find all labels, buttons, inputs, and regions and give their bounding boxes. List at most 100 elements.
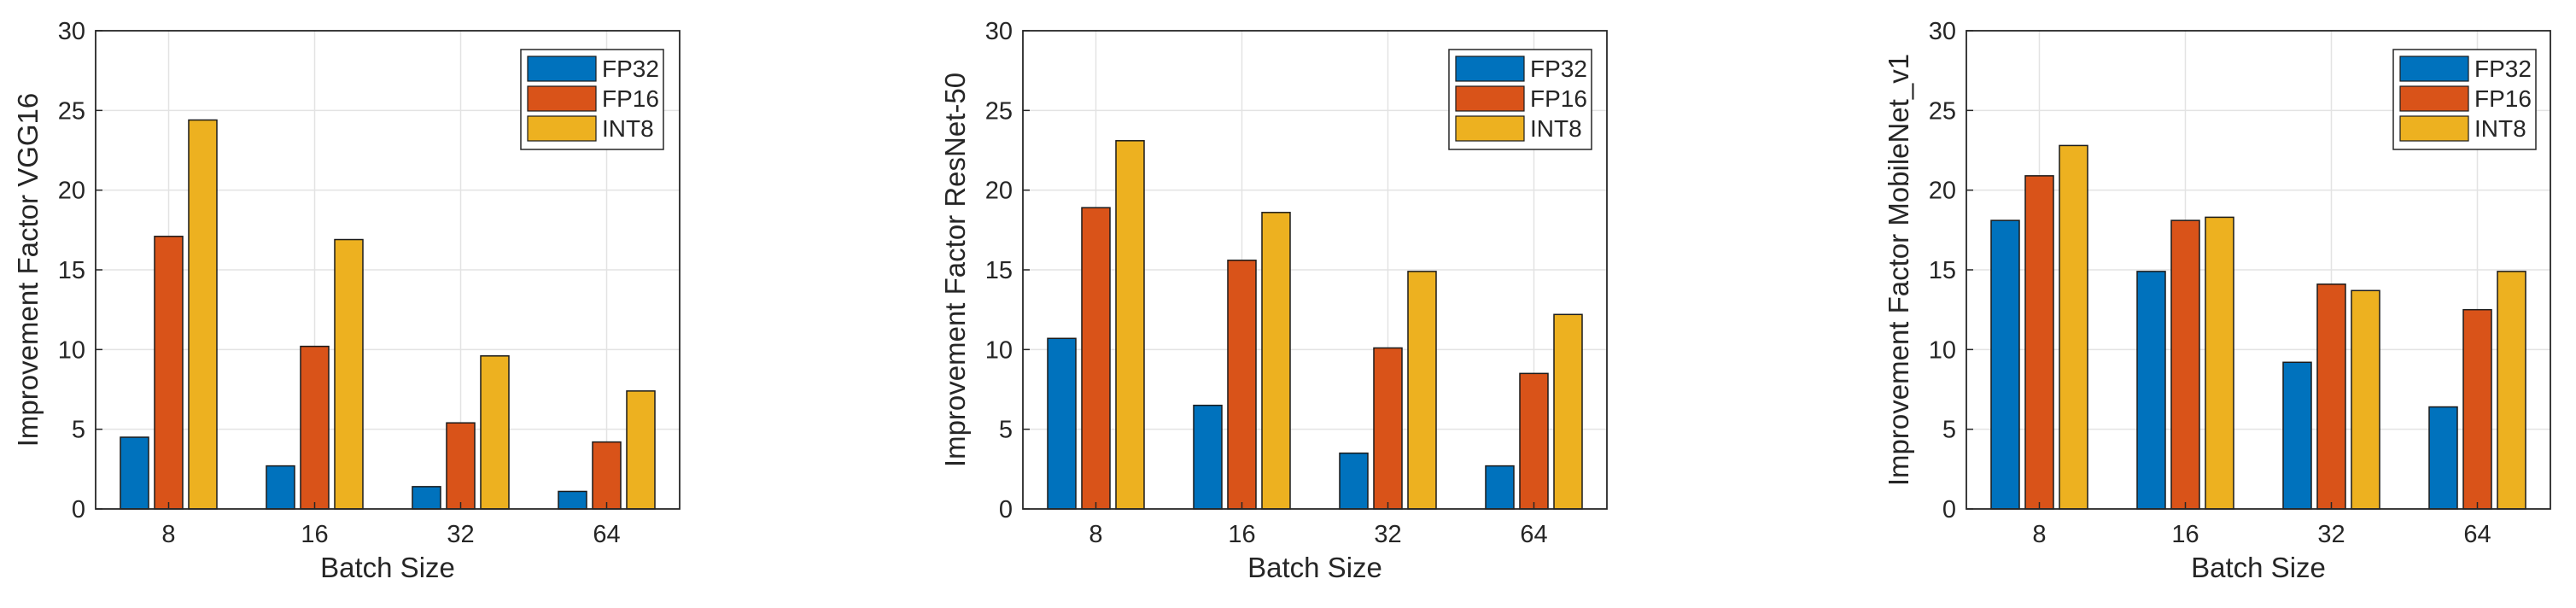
y-axis-label: Improvement Factor VGG16 [12,93,44,447]
x-tick-label: 64 [593,521,620,548]
y-tick-label: 20 [985,178,1013,205]
legend-label-fp32: FP32 [602,56,659,82]
chart-panel-1: 0 5 10 15 20 25 30 8 16 32 64 Batch Size Improvement… [12,18,681,583]
bar-fp16-64 [592,441,622,510]
bar-fp32-16 [2136,271,2166,510]
legend-label-int8: INT8 [2474,115,2526,142]
bar-int8-32 [2351,289,2380,510]
bar-fp16-32 [1373,347,1403,510]
y-axis-label: Improvement Factor MobileNet_v1 [1883,54,1914,486]
legend-label-fp16: FP16 [2474,85,2532,112]
y-tick-label: 25 [1929,97,1956,125]
x-tick-label: 64 [2463,521,2491,548]
y-tick-label: 0 [72,496,85,523]
x-tick-label: 16 [2171,521,2199,548]
y-tick-label: 15 [58,257,85,284]
legend: FP32 FP16 INT8 [2392,49,2537,150]
y-tick-label: 0 [999,496,1013,523]
legend-label-fp32: FP32 [2474,56,2532,82]
chart-panel-3: 0 5 10 15 20 25 30 8 16 32 64 Batch Size Improvement… [1883,18,2551,583]
x-axis-label: Batch Size [320,552,455,583]
bar-fp32-64 [1485,465,1515,510]
y-tick-label: 10 [1929,336,1956,364]
bar-fp32-16 [1193,404,1223,510]
y-tick-label: 20 [1929,178,1956,205]
x-tick-label: 32 [2317,521,2345,548]
bar-fp32-8 [1990,219,2020,510]
legend: FP32 FP16 INT8 [520,49,664,150]
x-axis-label: Batch Size [1247,552,1382,583]
legend-swatch-fp32 [1455,56,1525,82]
bar-fp16-64 [1519,372,1549,510]
x-tick-label: 8 [161,521,175,548]
y-tick-label: 30 [1929,18,1956,45]
bar-int8-16 [2205,216,2234,510]
legend: FP32 FP16 INT8 [1448,49,1592,150]
bar-int8-8 [188,119,218,510]
legend-swatch-fp32 [2399,56,2469,82]
bar-int8-32 [480,355,510,510]
x-tick-label: 8 [1089,521,1102,548]
legend-label-int8: INT8 [1530,115,1582,142]
bar-fp32-64 [558,490,587,510]
y-tick-label: 30 [985,18,1013,45]
y-tick-label: 5 [72,417,85,444]
bar-fp32-16 [266,465,295,510]
bar-int8-8 [1115,140,1145,510]
legend-label-int8: INT8 [602,115,654,142]
bar-fp16-8 [1081,207,1111,510]
legend-label-fp16: FP16 [602,85,659,112]
x-tick-label: 32 [447,521,474,548]
legend-swatch-int8 [527,115,597,142]
bar-fp16-16 [300,345,330,510]
axes-box [1022,30,1608,510]
bar-fp16-16 [1227,260,1257,510]
bar-fp16-32 [2316,284,2346,510]
bar-int8-64 [1553,313,1583,510]
y-tick-label: 30 [58,18,85,45]
x-tick-label: 32 [1374,521,1401,548]
bar-int8-8 [2059,144,2088,510]
y-tick-label: 25 [58,97,85,125]
bar-fp16-8 [154,236,184,510]
bar-fp32-32 [2282,361,2312,510]
bar-fp16-8 [2024,175,2054,510]
chart-panel-2: 0 5 10 15 20 25 30 8 16 32 64 Batch Size Improvement… [939,18,1608,583]
y-tick-label: 15 [1929,257,1956,284]
x-tick-label: 64 [1520,521,1547,548]
bar-fp16-16 [2170,219,2200,510]
bar-int8-64 [626,390,656,510]
bar-fp16-32 [446,422,476,510]
axes-box [95,30,681,510]
x-tick-label: 16 [1228,521,1255,548]
bar-fp32-32 [412,486,441,510]
legend-swatch-fp16 [527,85,597,112]
bar-fp32-8 [1047,337,1077,510]
y-tick-label: 10 [985,336,1013,364]
x-tick-label: 16 [301,521,328,548]
legend-swatch-fp16 [2399,85,2469,112]
y-tick-label: 0 [1942,496,1956,523]
y-tick-label: 5 [999,417,1013,444]
bar-fp32-32 [1339,452,1369,510]
bar-fp32-64 [2428,406,2458,510]
x-tick-label: 8 [2032,521,2046,548]
bar-int8-16 [1261,212,1291,510]
x-axis-label: Batch Size [2191,552,2326,583]
y-tick-label: 25 [985,97,1013,125]
legend-swatch-int8 [2399,115,2469,142]
bar-int8-64 [2497,271,2526,510]
y-tick-label: 5 [1942,417,1956,444]
axes-box [1966,30,2551,510]
bar-fp16-64 [2462,308,2492,510]
bar-int8-16 [334,238,364,510]
y-tick-label: 10 [58,336,85,364]
legend-swatch-int8 [1455,115,1525,142]
bar-fp32-8 [120,436,149,510]
legend-swatch-fp32 [527,56,597,82]
bar-int8-32 [1407,271,1437,510]
legend-label-fp32: FP32 [1530,56,1587,82]
y-tick-label: 15 [985,257,1013,284]
y-axis-label: Improvement Factor ResNet-50 [939,73,971,467]
legend-swatch-fp16 [1455,85,1525,112]
